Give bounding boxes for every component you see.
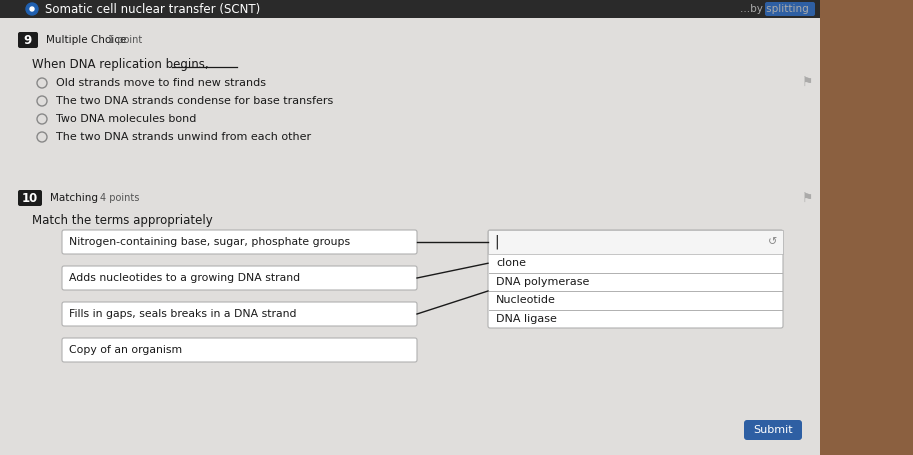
Text: Copy of an organism: Copy of an organism (69, 345, 182, 355)
Text: Old strands move to find new strands: Old strands move to find new strands (56, 78, 266, 88)
FancyBboxPatch shape (488, 230, 783, 328)
Circle shape (37, 78, 47, 88)
FancyBboxPatch shape (62, 230, 417, 254)
Text: Fills in gaps, seals breaks in a DNA strand: Fills in gaps, seals breaks in a DNA str… (69, 309, 297, 319)
FancyBboxPatch shape (18, 190, 42, 206)
Text: Nitrogen-containing base, sugar, phosphate groups: Nitrogen-containing base, sugar, phospha… (69, 237, 350, 247)
Text: 9: 9 (24, 34, 32, 46)
Circle shape (26, 3, 38, 15)
Text: The two DNA strands condense for base transfers: The two DNA strands condense for base tr… (56, 96, 333, 106)
Text: ⚑: ⚑ (803, 192, 813, 204)
FancyBboxPatch shape (18, 32, 38, 48)
Text: The two DNA strands unwind from each other: The two DNA strands unwind from each oth… (56, 132, 311, 142)
Text: DNA ligase: DNA ligase (496, 314, 557, 324)
Bar (0, 18, 820, 455)
FancyBboxPatch shape (62, 302, 417, 326)
Text: clone: clone (496, 258, 526, 268)
Bar (0, 0, 820, 18)
FancyBboxPatch shape (744, 420, 802, 440)
Text: 4 points: 4 points (100, 193, 140, 203)
Text: ...by splitting: ...by splitting (740, 4, 809, 14)
Text: Nucleotide: Nucleotide (496, 295, 556, 305)
Text: ⚑: ⚑ (803, 76, 813, 89)
Text: Two DNA molecules bond: Two DNA molecules bond (56, 114, 196, 124)
Text: 10: 10 (22, 192, 38, 204)
Text: Somatic cell nuclear transfer (SCNT): Somatic cell nuclear transfer (SCNT) (45, 2, 260, 15)
Text: Matching: Matching (50, 193, 98, 203)
Text: DNA polymerase: DNA polymerase (496, 277, 590, 287)
Text: Multiple Choice: Multiple Choice (46, 35, 126, 45)
Circle shape (37, 114, 47, 124)
Text: Submit: Submit (753, 425, 792, 435)
Circle shape (30, 7, 34, 11)
Circle shape (37, 96, 47, 106)
Text: Adds nucleotides to a growing DNA strand: Adds nucleotides to a growing DNA strand (69, 273, 300, 283)
Text: 1 point: 1 point (108, 35, 142, 45)
Text: |: | (494, 235, 498, 249)
Text: Match the terms appropriately: Match the terms appropriately (32, 214, 213, 227)
FancyBboxPatch shape (62, 338, 417, 362)
Circle shape (37, 132, 47, 142)
Text: When DNA replication begins,: When DNA replication begins, (32, 58, 209, 71)
Text: ↺: ↺ (769, 237, 778, 247)
FancyBboxPatch shape (62, 266, 417, 290)
FancyBboxPatch shape (765, 2, 815, 16)
Bar (820, 0, 913, 455)
Bar (488, 230, 783, 254)
